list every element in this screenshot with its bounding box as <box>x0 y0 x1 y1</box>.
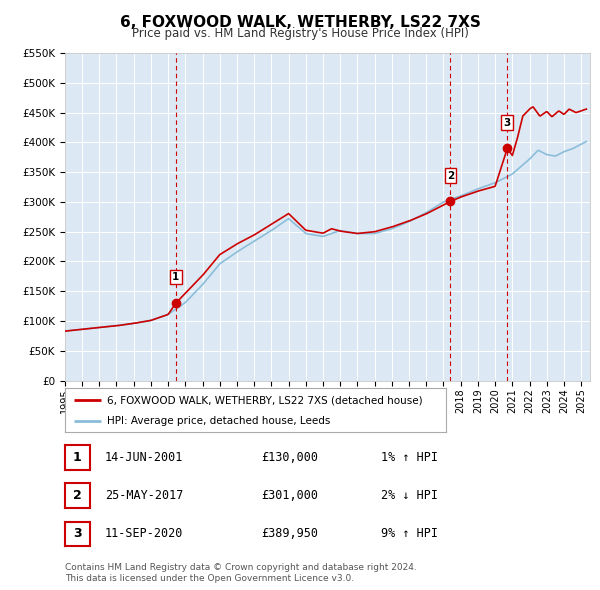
Text: 2: 2 <box>447 171 454 181</box>
Text: 2: 2 <box>73 489 82 502</box>
Text: 6, FOXWOOD WALK, WETHERBY, LS22 7XS (detached house): 6, FOXWOOD WALK, WETHERBY, LS22 7XS (det… <box>107 395 422 405</box>
Text: Price paid vs. HM Land Registry's House Price Index (HPI): Price paid vs. HM Land Registry's House … <box>131 27 469 40</box>
Text: 1: 1 <box>172 273 179 283</box>
Text: 9% ↑ HPI: 9% ↑ HPI <box>381 527 438 540</box>
Text: 11-SEP-2020: 11-SEP-2020 <box>105 527 184 540</box>
Text: 14-JUN-2001: 14-JUN-2001 <box>105 451 184 464</box>
Text: This data is licensed under the Open Government Licence v3.0.: This data is licensed under the Open Gov… <box>65 574 354 583</box>
Text: 6, FOXWOOD WALK, WETHERBY, LS22 7XS: 6, FOXWOOD WALK, WETHERBY, LS22 7XS <box>119 15 481 30</box>
Text: 1% ↑ HPI: 1% ↑ HPI <box>381 451 438 464</box>
Text: 1: 1 <box>73 451 82 464</box>
Text: £301,000: £301,000 <box>261 489 318 502</box>
Text: HPI: Average price, detached house, Leeds: HPI: Average price, detached house, Leed… <box>107 416 330 426</box>
Text: £389,950: £389,950 <box>261 527 318 540</box>
Text: 2% ↓ HPI: 2% ↓ HPI <box>381 489 438 502</box>
Text: £130,000: £130,000 <box>261 451 318 464</box>
Text: 25-MAY-2017: 25-MAY-2017 <box>105 489 184 502</box>
Text: 3: 3 <box>503 117 511 127</box>
Text: Contains HM Land Registry data © Crown copyright and database right 2024.: Contains HM Land Registry data © Crown c… <box>65 563 416 572</box>
Text: 3: 3 <box>73 527 82 540</box>
